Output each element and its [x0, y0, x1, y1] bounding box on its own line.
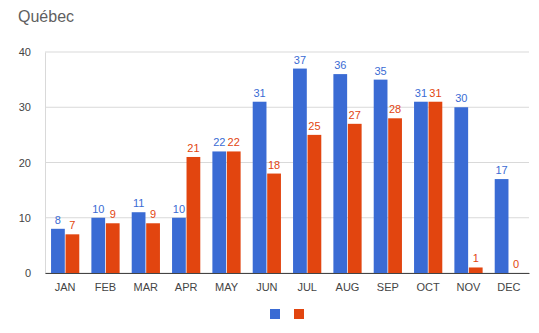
title: Québec — [18, 8, 74, 25]
x-tick-label: JAN — [55, 281, 76, 293]
data-label: 8 — [55, 214, 61, 226]
y-axis-line — [45, 53, 46, 274]
bar — [132, 212, 146, 273]
bar — [187, 157, 201, 273]
data-label: 10 — [92, 203, 104, 215]
grid — [45, 52, 529, 273]
x-tick-label: MAY — [215, 281, 239, 293]
bar — [212, 151, 226, 273]
bar — [469, 267, 483, 273]
data-label: 30 — [455, 92, 467, 104]
x-tick-label: OCT — [417, 281, 441, 293]
x-tick-label: MAR — [134, 281, 159, 293]
data-label: 25 — [308, 120, 320, 132]
data-label: 10 — [173, 203, 185, 215]
bar — [51, 229, 65, 273]
x-tick: OCT — [417, 273, 441, 293]
bar — [333, 74, 347, 273]
y-tick-label: 30 — [19, 101, 31, 113]
x-tick: APR — [175, 273, 198, 293]
bar — [454, 107, 468, 273]
bar — [91, 218, 105, 273]
data-label: 28 — [389, 103, 401, 115]
bar — [429, 102, 443, 273]
data-label: 9 — [110, 208, 116, 220]
bar — [374, 80, 388, 273]
data-label: 36 — [334, 59, 346, 71]
x-tick-label: JUN — [256, 281, 277, 293]
y-tick: 20 — [19, 157, 45, 169]
bar — [308, 135, 322, 273]
bar — [509, 273, 523, 274]
x-tick: SEP — [377, 273, 399, 293]
bar — [414, 102, 428, 273]
x-tick-label: SEP — [377, 281, 399, 293]
x-axis-line — [46, 273, 530, 274]
legend — [270, 309, 304, 319]
y-tick: 40 — [19, 46, 45, 58]
data-label: 31 — [429, 87, 441, 99]
y-tick: 10 — [19, 212, 45, 224]
data-label: 7 — [69, 219, 75, 231]
x-tick: JUL — [297, 273, 317, 293]
x-tick-label: DEC — [497, 281, 520, 293]
bar — [267, 174, 281, 273]
x-tick: AUG — [336, 273, 360, 293]
x-tick: MAR — [134, 273, 159, 293]
bar — [146, 223, 160, 273]
x-tick-label: JUL — [297, 281, 317, 293]
plot: 010203040JANFEBMARAPRMAYJUNJULAUGSEPOCTN… — [19, 46, 530, 293]
bar — [227, 151, 241, 273]
legend-swatch — [294, 309, 304, 319]
y-tick: 0 — [25, 267, 45, 279]
data-label: 11 — [133, 197, 144, 209]
data-labels: 8101110223137363531301779921221825272831… — [55, 54, 519, 270]
bar — [293, 69, 307, 273]
y-tick-label: 20 — [19, 157, 31, 169]
x-tick-label: NOV — [457, 281, 482, 293]
bar — [172, 218, 186, 273]
grid-line — [45, 52, 529, 53]
x-axis: JAN FEB MAR APR MAY JUN JUL AUG SEP OCT NOV DEC — [46, 273, 530, 293]
data-label: 1 — [473, 252, 479, 264]
data-label: 31 — [253, 87, 265, 99]
bar — [106, 223, 120, 273]
data-label: 17 — [495, 164, 507, 176]
data-label: 27 — [349, 109, 361, 121]
bar — [495, 179, 509, 273]
data-label: 31 — [415, 87, 427, 99]
y-tick: 30 — [19, 101, 45, 113]
x-tick: MAY — [215, 273, 239, 293]
bar — [388, 118, 402, 273]
data-label: 9 — [150, 208, 156, 220]
x-tick: NOV — [457, 273, 482, 293]
x-tick: JUN — [256, 273, 277, 293]
chart: Québec010203040JANFEBMARAPRMAYJUNJULAUGS… — [0, 0, 539, 333]
data-label: 22 — [228, 136, 240, 148]
y-tick-label: 10 — [19, 212, 31, 224]
x-tick: JAN — [55, 273, 76, 293]
x-tick-label: APR — [175, 281, 198, 293]
y-axis: 0 10 20 30 40 — [19, 46, 46, 279]
data-label: 35 — [374, 65, 386, 77]
data-label: 37 — [294, 54, 306, 66]
bars — [51, 69, 508, 273]
bar — [253, 102, 267, 273]
y-tick-label: 40 — [19, 46, 31, 58]
x-tick: FEB — [95, 273, 116, 293]
x-tick-label: AUG — [336, 281, 360, 293]
y-tick-label: 0 — [25, 267, 31, 279]
data-label: 22 — [213, 136, 225, 148]
data-label: 21 — [187, 142, 199, 154]
legend-swatch — [270, 309, 280, 319]
bar — [66, 234, 80, 273]
x-tick: DEC — [497, 273, 520, 293]
bar — [348, 124, 362, 273]
data-label: 0 — [513, 258, 519, 270]
data-label: 18 — [268, 159, 280, 171]
x-tick-label: FEB — [95, 281, 116, 293]
